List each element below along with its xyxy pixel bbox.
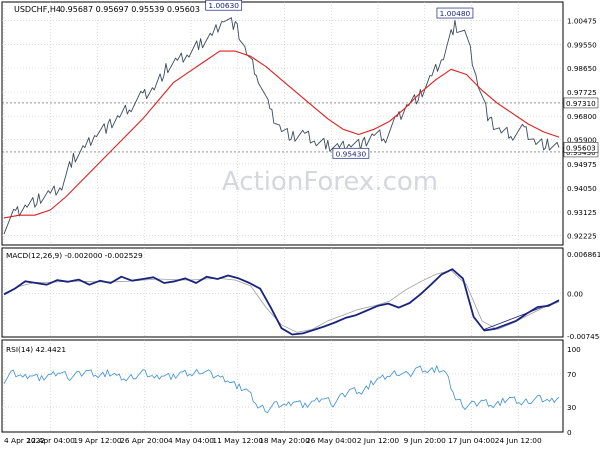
price-panel-frame: [1, 1, 564, 246]
price-y-tick-label: 0.94050: [567, 184, 597, 193]
price-y-tick-label: 0.92225: [567, 231, 597, 240]
x-tick-label: 24 Jun 12:00: [495, 436, 542, 445]
grid-lines: [2, 2, 563, 432]
current-price-label: 0.95603: [566, 143, 596, 152]
price-y-tick-label: 0.93125: [567, 208, 597, 217]
chart-header-ohlc: 0.95687 0.95697 0.95539 0.95603: [60, 5, 200, 14]
x-tick-label: 19 Apr 12:00: [73, 436, 121, 445]
macd-y-tick-label: 0.00: [567, 289, 583, 298]
current-price-box: [563, 142, 599, 153]
macd-signal-line: [3, 269, 560, 333]
x-tick-label: 12 Apr 04:00: [27, 436, 75, 445]
rsi-title: RSI(14) 42.4421: [6, 345, 66, 354]
panel-frames: [1, 1, 564, 433]
annotation-box: [332, 147, 370, 159]
rsi-y-tick-label: 0: [567, 428, 572, 437]
macd-y-tick-label: 0.006861: [567, 250, 600, 259]
moving-average-line: [3, 50, 560, 219]
annotation-label: 1.00480: [440, 9, 471, 18]
annotation-label: 0.95430: [336, 149, 367, 158]
rsi-y-tick-label: 100: [567, 345, 581, 354]
rsi-y-tick-label: 30: [567, 403, 577, 412]
price-series-line: [3, 17, 560, 235]
x-tick-label: 26 May 04:00: [306, 436, 357, 445]
macd-panel-frame: [1, 247, 564, 338]
x-tick-label: 4 Apr 2022: [4, 436, 45, 445]
x-tick-label: 4 May 04:00: [168, 436, 214, 445]
rsi-line: [3, 365, 560, 414]
price-y-tick-label: 0.98650: [567, 64, 597, 73]
price-y-tick-label: 0.96800: [567, 112, 597, 121]
level-label: 0.97310: [566, 99, 596, 108]
level-label-box: [563, 97, 599, 109]
price-y-tick-label: 1.00475: [567, 16, 597, 25]
macd-y-tick-label: -0.007454: [567, 332, 600, 341]
x-tick-label: 9 Jun 20:00: [404, 436, 447, 445]
price-y-tick-label: 0.99550: [567, 41, 597, 50]
x-tick-label: 17 Jun 04:00: [448, 436, 495, 445]
price-y-tick-label: 0.95900: [567, 136, 597, 145]
annotation-label: 1.00630: [208, 1, 239, 10]
macd-title: MACD(12,26,9) -0.002000 -0.002529: [6, 251, 143, 260]
rsi-panel-frame: [1, 339, 564, 433]
chart-marks: [2, 17, 563, 414]
price-y-tick-label: 0.94975: [567, 160, 597, 169]
macd-line: [3, 268, 560, 336]
annotation-box: [436, 7, 474, 19]
chart-header-symbol: USDCHF,H4: [14, 5, 61, 14]
rsi-y-tick-label: 70: [567, 370, 577, 379]
watermark: ActionForex.com: [222, 167, 438, 197]
x-tick-label: 2 Jun 12:00: [357, 436, 400, 445]
x-tick-label: 26 Apr 20:00: [120, 436, 168, 445]
macd-trendline: [484, 300, 560, 330]
annotation-box: [205, 0, 243, 11]
x-tick-label: 11 May 12:00: [212, 436, 263, 445]
x-tick-label: 18 May 20:00: [259, 436, 310, 445]
price-y-tick-label: 0.97725: [567, 88, 597, 97]
